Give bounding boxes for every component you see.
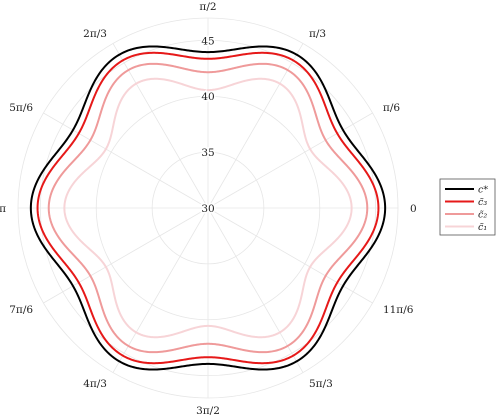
angular-grid-line [208, 208, 303, 373]
radial-tick-label: 30 [201, 203, 214, 215]
legend-item-label: c̃₃ [478, 197, 487, 208]
radial-tick-label: 35 [201, 147, 214, 159]
angular-tick-label: π/6 [383, 102, 400, 114]
angular-tick-label: π/3 [309, 28, 326, 40]
angular-tick-label: 7π/6 [9, 304, 33, 316]
legend-item-label: c* [478, 185, 488, 196]
radial-tick-label: 40 [201, 91, 214, 103]
angular-tick-label: 5π/3 [309, 378, 333, 390]
angular-tick-label: 11π/6 [383, 304, 414, 316]
legend-item-label: c̃₁ [478, 222, 487, 233]
legend: c*c̃₃ c̃₂c̃₁ [440, 179, 495, 235]
angular-tick-label: π/2 [199, 1, 216, 13]
angular-tick-label: 4π/3 [83, 378, 107, 390]
legend-item-label: c̃₂ [478, 210, 487, 221]
angular-tick-label: 5π/6 [9, 102, 33, 114]
angular-tick-label: 2π/3 [83, 28, 107, 40]
angular-grid-line [113, 208, 208, 373]
angular-tick-label: 0 [410, 203, 417, 215]
angular-tick-label: π [0, 203, 6, 215]
angular-tick-label: 3π/2 [196, 405, 220, 415]
angular-grid-line [113, 43, 208, 208]
angular-grid-line [208, 43, 303, 208]
radial-tick-label: 45 [201, 35, 214, 47]
